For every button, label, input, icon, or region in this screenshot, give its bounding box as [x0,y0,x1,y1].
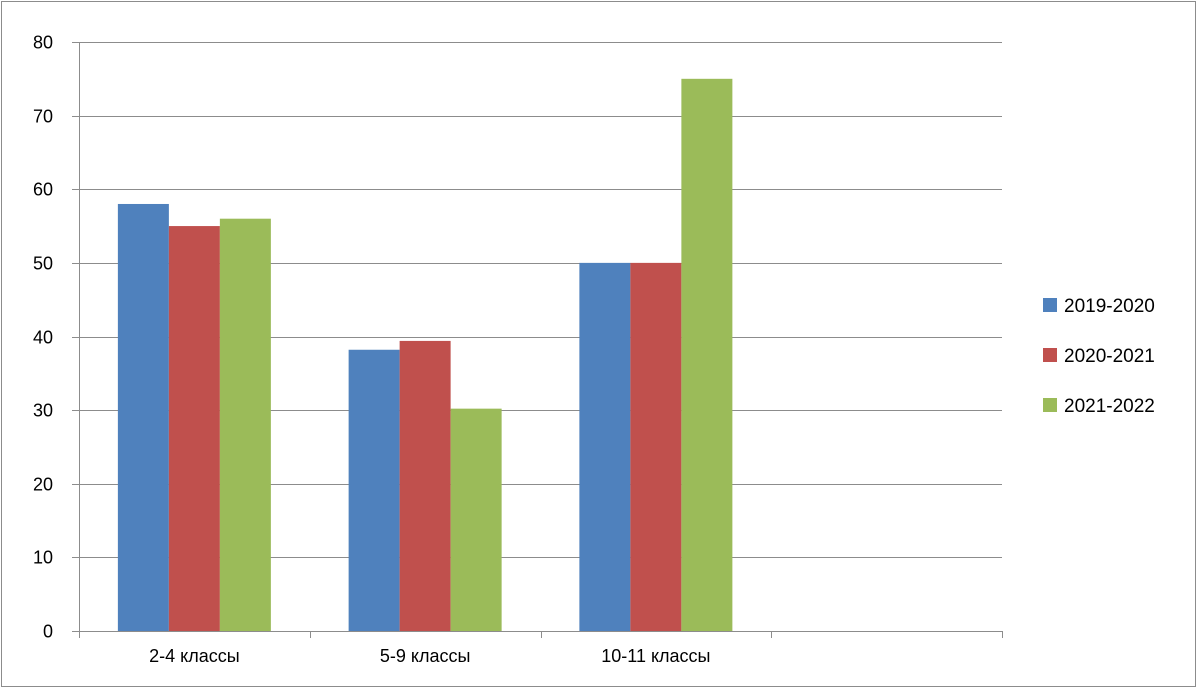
bar [348,349,400,631]
y-tick-label: 10 [33,548,53,568]
bar [450,408,502,631]
x-tick-label: 10-11 классы [601,646,710,666]
y-tick-label: 80 [33,33,53,53]
bar [579,262,631,631]
y-tick-label: 0 [43,622,53,642]
y-tick-label: 20 [33,475,53,495]
legend: 2019-2020 2020-2021 2021-2022 [1043,296,1155,417]
y-tick-label: 30 [33,401,53,421]
x-tick-labels: 2-4 классы 5-9 классы 10-11 классы [149,646,710,666]
x-tick-label: 5-9 классы [380,646,471,666]
bar [117,203,169,631]
legend-swatch [1043,348,1057,362]
legend-label: 2021-2022 [1064,396,1155,417]
bar [630,262,682,631]
y-tick-labels: 0 10 20 30 40 50 60 70 80 [33,33,53,642]
x-tick-label: 2-4 классы [149,646,240,666]
y-tick-label: 40 [33,328,53,348]
bars [117,78,733,631]
y-tick-label: 50 [33,254,53,274]
y-tick-label: 70 [33,107,53,127]
bar [219,218,271,631]
bar [168,226,220,631]
legend-swatch [1043,298,1057,312]
legend-swatch [1043,398,1057,412]
bar [681,78,733,631]
legend-label: 2019-2020 [1064,296,1155,317]
axes [72,42,1003,638]
bar [399,340,451,631]
legend-label: 2020-2021 [1064,346,1155,367]
y-tick-label: 60 [33,180,53,200]
